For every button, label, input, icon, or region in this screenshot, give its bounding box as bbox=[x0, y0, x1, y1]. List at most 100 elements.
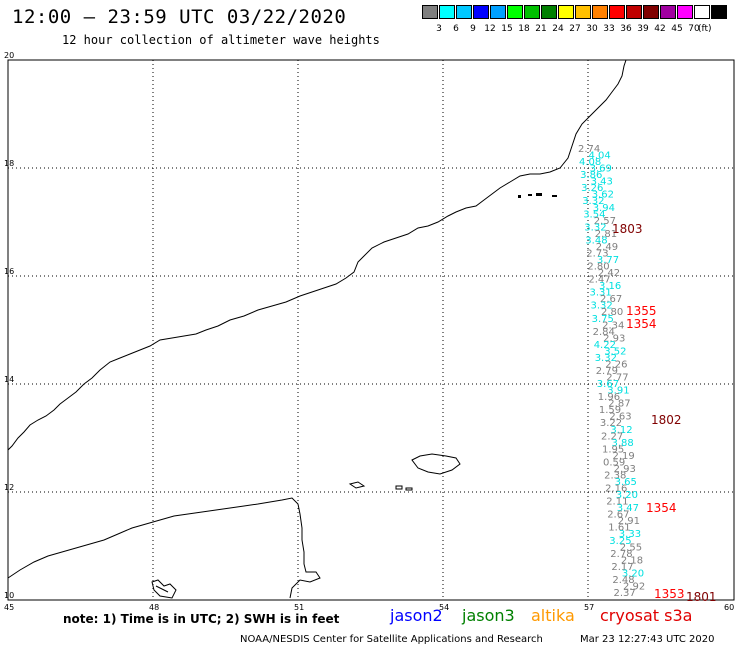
wave-height-value: 2.91 bbox=[618, 516, 640, 527]
legend-label: 27 bbox=[569, 24, 581, 34]
wave-height-value: 0.59 bbox=[603, 457, 625, 468]
axis-ticks: 20 18 16 14 12 10 45 48 51 54 57 60 bbox=[4, 51, 734, 612]
orbit-time-label: 1802 bbox=[651, 413, 682, 427]
map-title: 12:00 – 23:59 UTC 03/22/2020 bbox=[12, 6, 347, 28]
legend-swatch bbox=[711, 5, 727, 19]
lon-tick-label: 45 bbox=[4, 603, 14, 612]
legend-swatch bbox=[422, 5, 438, 19]
wave-height-value: 3.20 bbox=[622, 568, 644, 579]
island-west-patch bbox=[151, 579, 177, 599]
legend-swatch bbox=[660, 5, 676, 19]
coastline-mainland bbox=[7, 59, 627, 451]
wave-height-value: 2.26 bbox=[605, 360, 627, 371]
lon-tick-label: 60 bbox=[724, 603, 734, 612]
wave-height-value: 2.38 bbox=[604, 471, 626, 482]
map-grid bbox=[8, 60, 734, 600]
wave-height-value: 3.22 bbox=[600, 418, 622, 429]
legend-label: 30 bbox=[586, 24, 598, 34]
wave-height-value: 3.12 bbox=[610, 425, 632, 436]
wave-height-value: 2.34 bbox=[602, 320, 624, 331]
legend-swatch bbox=[626, 5, 642, 19]
lat-tick-label: 16 bbox=[4, 267, 14, 276]
wave-height-value: 3.16 bbox=[599, 281, 621, 292]
wave-height-value: 3.88 bbox=[612, 438, 634, 449]
lat-tick-label: 14 bbox=[4, 375, 14, 384]
orbit-time-label: 1353 bbox=[654, 587, 685, 601]
legend-label: 70 bbox=[688, 24, 700, 34]
wave-height-value: 1.61 bbox=[608, 523, 630, 534]
legend-label: 6 bbox=[453, 24, 459, 34]
satellite-name-2: altika bbox=[531, 606, 575, 625]
lon-tick-label: 48 bbox=[149, 603, 159, 612]
lon-tick-label: 51 bbox=[294, 603, 304, 612]
legend-label: 24 bbox=[552, 24, 564, 34]
wave-height-value: 2.27 bbox=[601, 431, 623, 442]
wave-height-value: 3.32 bbox=[595, 353, 617, 364]
legend-swatch bbox=[575, 5, 591, 19]
generated-timestamp: Mar 23 12:27:43 UTC 2020 bbox=[580, 634, 715, 645]
wave-height-value: 2.78 bbox=[610, 549, 632, 560]
orbit-time-label: 1801 bbox=[686, 590, 717, 604]
legend-swatch bbox=[473, 5, 489, 19]
legend-label: 36 bbox=[620, 24, 632, 34]
wave-height-value: 3.32 bbox=[582, 196, 604, 207]
wave-height-value: 3.25 bbox=[609, 536, 631, 547]
legend-label: 45 bbox=[671, 24, 683, 34]
legend-swatch bbox=[541, 5, 557, 19]
wave-height-value: 2.79 bbox=[596, 366, 618, 377]
wave-height-value: 3.69 bbox=[590, 164, 612, 175]
legend-label: 18 bbox=[518, 24, 530, 34]
legend-swatch bbox=[643, 5, 659, 19]
wave-height-value: 2.49 bbox=[596, 242, 618, 253]
wave-height-value: 2.73 bbox=[586, 249, 608, 260]
legend-label: 33 bbox=[603, 24, 615, 34]
wave-height-value: 4.08 bbox=[579, 157, 601, 168]
lat-tick-label: 18 bbox=[4, 159, 14, 168]
wave-height-value: 4.04 bbox=[589, 151, 611, 162]
credit-line: NOAA/NESDIS Center for Satellite Applica… bbox=[240, 634, 543, 645]
wave-height-value: 1.95 bbox=[602, 444, 624, 455]
legend-swatch bbox=[490, 5, 506, 19]
legend-swatch bbox=[439, 5, 455, 19]
wave-height-value: 3.91 bbox=[607, 386, 629, 397]
wave-height-value: 3.48 bbox=[585, 235, 607, 246]
wave-height-value: 3.94 bbox=[593, 203, 615, 214]
wave-height-value: 3.43 bbox=[591, 177, 613, 188]
wave-height-value: 2.84 bbox=[593, 327, 615, 338]
wave-height-value: 2.16 bbox=[605, 484, 627, 495]
coastline-south-arabia bbox=[7, 497, 321, 599]
wave-height-value: 3.26 bbox=[581, 183, 603, 194]
wave-height-value: 3.86 bbox=[580, 170, 602, 181]
wave-height-value: 4.22 bbox=[594, 340, 616, 351]
satellite-name-1: jason3 bbox=[462, 606, 515, 625]
lon-tick-label: 54 bbox=[439, 603, 449, 612]
legend-label: 9 bbox=[470, 24, 476, 34]
legend-label: 42 bbox=[654, 24, 666, 34]
wave-height-value: 3.54 bbox=[583, 209, 605, 220]
legend-swatch bbox=[609, 5, 625, 19]
wave-height-observations: 2.744.044.083.693.863.433.263.623.323.94… bbox=[578, 144, 645, 599]
legend-swatch bbox=[456, 5, 472, 19]
wave-height-value: 2.57 bbox=[594, 216, 616, 227]
wave-height-value: 2.93 bbox=[614, 464, 636, 475]
lat-tick-label: 10 bbox=[4, 591, 14, 600]
orbit-time-label: 1354 bbox=[646, 501, 677, 515]
wave-height-value: 3.32 bbox=[591, 301, 613, 312]
wave-height-value: 3.77 bbox=[597, 255, 619, 266]
wave-height-value: 2.48 bbox=[612, 575, 634, 586]
island-socotra bbox=[411, 453, 461, 475]
wave-height-value: 2.55 bbox=[620, 542, 642, 553]
wave-height-value: 3.31 bbox=[590, 288, 612, 299]
legend-label: 39 bbox=[637, 24, 649, 34]
island-cluster-east bbox=[518, 193, 557, 198]
wave-height-value: 2.77 bbox=[606, 373, 628, 384]
legend-label: 15 bbox=[501, 24, 513, 34]
wave-height-value: 2.80 bbox=[601, 307, 623, 318]
wave-height-value: 3.75 bbox=[592, 314, 614, 325]
map-subtitle: 12 hour collection of altimeter wave hei… bbox=[62, 33, 380, 47]
wave-height-value: 2.11 bbox=[606, 497, 628, 508]
wave-height-value: 2.37 bbox=[614, 588, 636, 599]
wave-height-value: 2.87 bbox=[608, 399, 630, 410]
wave-height-value: 2.63 bbox=[609, 412, 631, 423]
